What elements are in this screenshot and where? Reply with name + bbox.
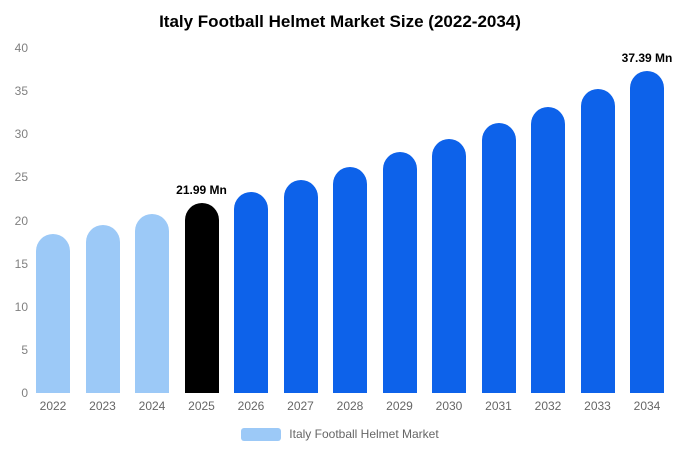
bar-column (234, 48, 268, 393)
legend: Italy Football Helmet Market (0, 427, 680, 441)
y-tick-label: 0 (21, 386, 28, 400)
y-axis: 0 5 10 15 20 25 30 35 40 (4, 42, 30, 399)
bar-2034[interactable] (630, 70, 664, 393)
bar-2026[interactable] (234, 192, 268, 393)
bar-2025[interactable] (184, 203, 219, 393)
bar-column (432, 48, 466, 393)
x-axis-label: 2028 (336, 399, 364, 413)
x-axis-label: 2029 (386, 399, 413, 413)
chart-title: Italy Football Helmet Market Size (2022-… (159, 12, 521, 31)
bar-2023[interactable] (85, 224, 120, 393)
bar-2032[interactable] (531, 106, 565, 393)
legend-swatch-icon (241, 427, 282, 441)
bar-2027[interactable] (283, 179, 318, 393)
bar-2030[interactable] (432, 138, 466, 393)
y-tick-label: 25 (14, 170, 28, 185)
x-axis-label: 2024 (138, 399, 166, 413)
bar-column (531, 48, 565, 393)
bar-value-label: 37.39 Mn (621, 50, 673, 65)
x-axis-label: 2033 (584, 399, 611, 413)
y-tick-label: 35 (14, 84, 28, 99)
bar-column (283, 48, 318, 393)
chart-area: 0 5 10 15 20 25 30 35 40 21.99 Mn 37.39 Mn (4, 42, 673, 399)
x-axis-label: 2027 (287, 399, 314, 413)
bar-column (135, 48, 169, 393)
y-tick-label: 40 (14, 41, 28, 55)
x-axis-label: 2030 (435, 399, 463, 413)
bar-column (333, 48, 367, 393)
bar-2029[interactable] (382, 152, 417, 393)
y-tick-label: 15 (14, 256, 28, 271)
x-axis-label: 2025 (188, 399, 215, 413)
x-axis-label: 2023 (89, 399, 116, 413)
legend-label: Italy Football Helmet Market (289, 427, 439, 441)
plot-area: 21.99 Mn 37.39 Mn (30, 48, 672, 393)
bar-2028[interactable] (333, 167, 367, 393)
bar-column (85, 48, 120, 393)
bar-column (580, 48, 615, 393)
bar-column (481, 48, 516, 393)
bar-2022[interactable] (36, 234, 70, 393)
x-axis-label: 2026 (237, 399, 265, 413)
x-axis: 2022 2023 2024 2025 2026 2027 2028 2029 2030 2031… (30, 399, 670, 413)
bar-column (36, 48, 70, 393)
x-axis-label: 2022 (39, 399, 67, 413)
bar-2024[interactable] (135, 214, 169, 393)
x-axis-label: 2031 (485, 399, 512, 413)
y-tick-label: 5 (21, 342, 28, 357)
bar-2033[interactable] (580, 89, 615, 393)
x-axis-label: 2034 (633, 399, 661, 413)
bar-2031[interactable] (481, 123, 516, 393)
bar-column: 37.39 Mn (622, 48, 672, 393)
y-tick-label: 20 (14, 213, 28, 228)
bar-column: 21.99 Mn (176, 48, 227, 393)
y-tick-label: 30 (14, 127, 28, 142)
bar-value-label: 21.99 Mn (176, 183, 227, 198)
x-axis-label: 2032 (534, 399, 562, 413)
bar-column (382, 48, 417, 393)
y-tick-label: 10 (14, 299, 28, 314)
